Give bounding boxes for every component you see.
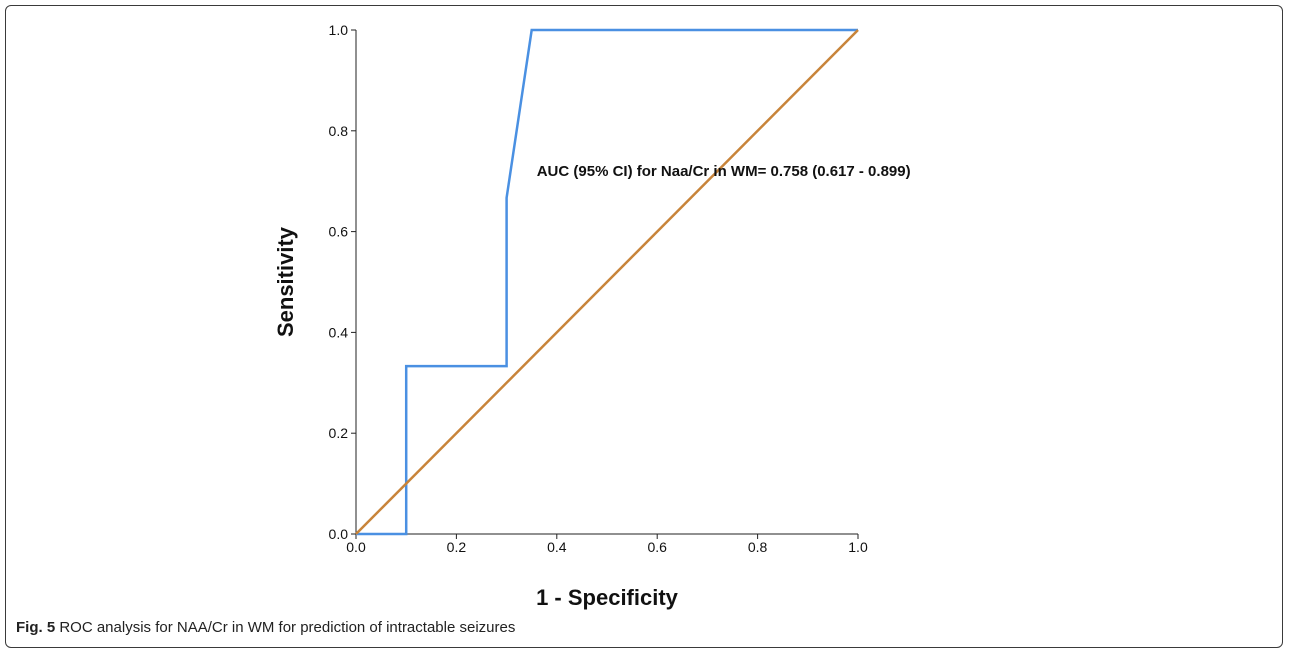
x-axis-title: 1 - Specificity (536, 585, 679, 610)
x-tick-label: 0.2 (447, 539, 467, 555)
x-tick-label: 0.0 (346, 539, 366, 555)
figure-caption-text: ROC analysis for NAA/Cr in WM for predic… (59, 619, 516, 636)
roc-curve-line (356, 28, 858, 536)
y-tick-label: 0.2 (329, 425, 349, 441)
figure-frame (5, 5, 1283, 648)
y-tick-label: 0.4 (329, 324, 349, 340)
reference-diagonal-line (355, 29, 859, 535)
figure-label: Fig. 5 (16, 619, 56, 636)
y-tick-label: 0.8 (329, 123, 349, 139)
axes: 0.0 0.2 0.4 0.6 0.8 1.0 0.0 0.2 0.4 0.6 0.8 1.0 (329, 22, 868, 555)
figure-caption: Fig. 5 ROC analysis for NAA/Cr in WM for… (16, 619, 515, 636)
x-tick-label: 1.0 (848, 539, 868, 555)
y-tick-label: 1.0 (329, 22, 349, 38)
y-tick-label: 0.0 (329, 526, 349, 542)
x-tick-label: 0.4 (547, 539, 567, 555)
y-axis-title: Sensitivity (273, 226, 298, 337)
y-tick-label: 0.6 (329, 224, 349, 240)
auc-annotation: AUC (95% CI) for Naa/Cr in WM= 0.758 (0.… (537, 163, 911, 180)
x-tick-label: 0.8 (748, 539, 768, 555)
series-layer (355, 28, 859, 536)
x-tick-label: 0.6 (647, 539, 667, 555)
